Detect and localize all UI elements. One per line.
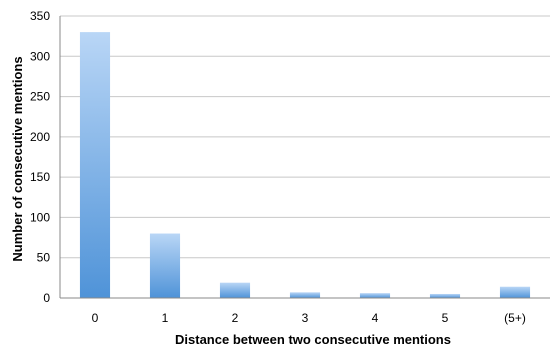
x-tick-label: 1 bbox=[162, 311, 169, 325]
bar-1 bbox=[149, 233, 181, 298]
y-tick-label: 300 bbox=[30, 49, 50, 63]
axes bbox=[59, 16, 550, 299]
y-tick-label: 0 bbox=[43, 291, 50, 305]
bar-3 bbox=[289, 292, 321, 298]
y-tick-label: 200 bbox=[30, 130, 50, 144]
bars bbox=[79, 32, 531, 298]
x-tick-label: (5+) bbox=[504, 311, 526, 325]
bar-5 bbox=[429, 293, 461, 298]
x-tick-label: 4 bbox=[372, 311, 379, 325]
y-tick-label: 100 bbox=[30, 210, 50, 224]
tick-labels: 0 50 100 150 200 250 300 350 0 1 2 3 4 5 (5+) bbox=[30, 9, 526, 325]
y-tick-label: 50 bbox=[37, 251, 51, 265]
bar-2 bbox=[219, 282, 251, 298]
y-tick-label: 250 bbox=[30, 90, 50, 104]
bar-5 bbox=[499, 286, 531, 298]
x-tick-label: 5 bbox=[442, 311, 449, 325]
x-axis-title: Distance between two consecutive mention… bbox=[175, 332, 451, 347]
y-axis-title: Number of consecutive mentions bbox=[10, 56, 25, 261]
x-tick-label: 0 bbox=[92, 311, 99, 325]
bar-0 bbox=[79, 32, 111, 298]
y-tick-label: 350 bbox=[30, 9, 50, 23]
gridlines bbox=[60, 15, 550, 259]
x-tick-label: 2 bbox=[232, 311, 239, 325]
y-tick-label: 150 bbox=[30, 170, 50, 184]
x-tick-label: 3 bbox=[302, 311, 309, 325]
bar-4 bbox=[359, 293, 391, 298]
